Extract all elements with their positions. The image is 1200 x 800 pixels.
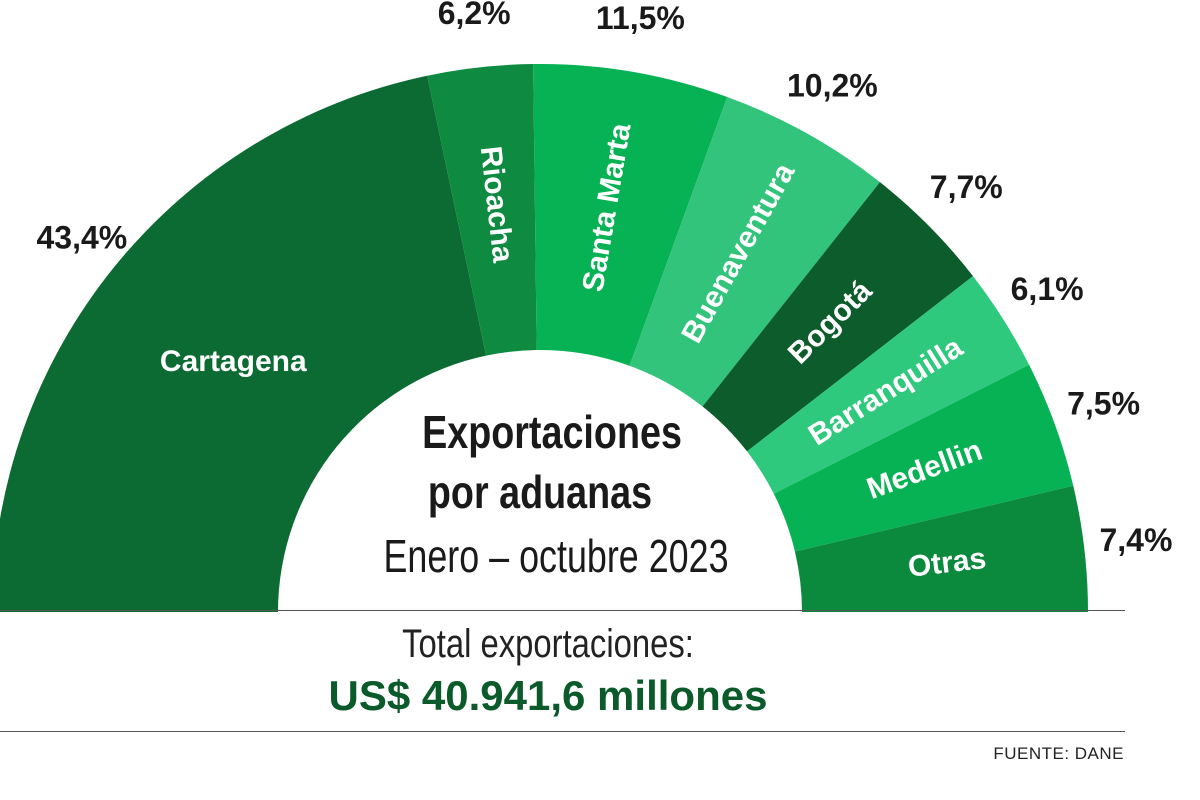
- value-label-otras: 7,4%: [1099, 522, 1172, 558]
- value-label-buenaventura: 10,2%: [787, 67, 878, 103]
- divider-top: [0, 610, 1125, 611]
- slice-rioacha: [427, 64, 537, 356]
- source-note: FUENTE: DANE: [993, 744, 1124, 763]
- slice-santa-marta: [533, 64, 728, 366]
- divider-bottom: [0, 731, 1125, 732]
- value-label-santa-marta: 11,5%: [596, 0, 685, 36]
- chart-title-line2: por aduanas: [428, 466, 652, 517]
- total-value: US$ 40.941,6 millones: [328, 672, 768, 719]
- value-label-bogotá: 7,7%: [930, 169, 1003, 205]
- slice-label-cartagena: Cartagena: [160, 345, 307, 378]
- slice-bogotá: [702, 182, 974, 452]
- slice-otras: [794, 485, 1088, 612]
- value-label-cartagena: 43,4%: [37, 220, 128, 256]
- value-label-medellin: 7,5%: [1067, 386, 1140, 422]
- slice-buenaventura: [629, 96, 880, 407]
- slice-barranquilla: [747, 276, 1030, 494]
- value-label-barranquilla: 6,1%: [1011, 271, 1084, 307]
- total-label: Total exportaciones:: [402, 622, 694, 666]
- chart-subtitle: Enero – octubre 2023: [383, 531, 728, 582]
- slices-group: [0, 64, 1088, 612]
- slice-medellin: [773, 364, 1074, 552]
- slice-cartagena: [0, 75, 487, 612]
- chart-title-line1: Exportaciones: [422, 406, 682, 457]
- value-label-rioacha: 6,2%: [438, 0, 511, 31]
